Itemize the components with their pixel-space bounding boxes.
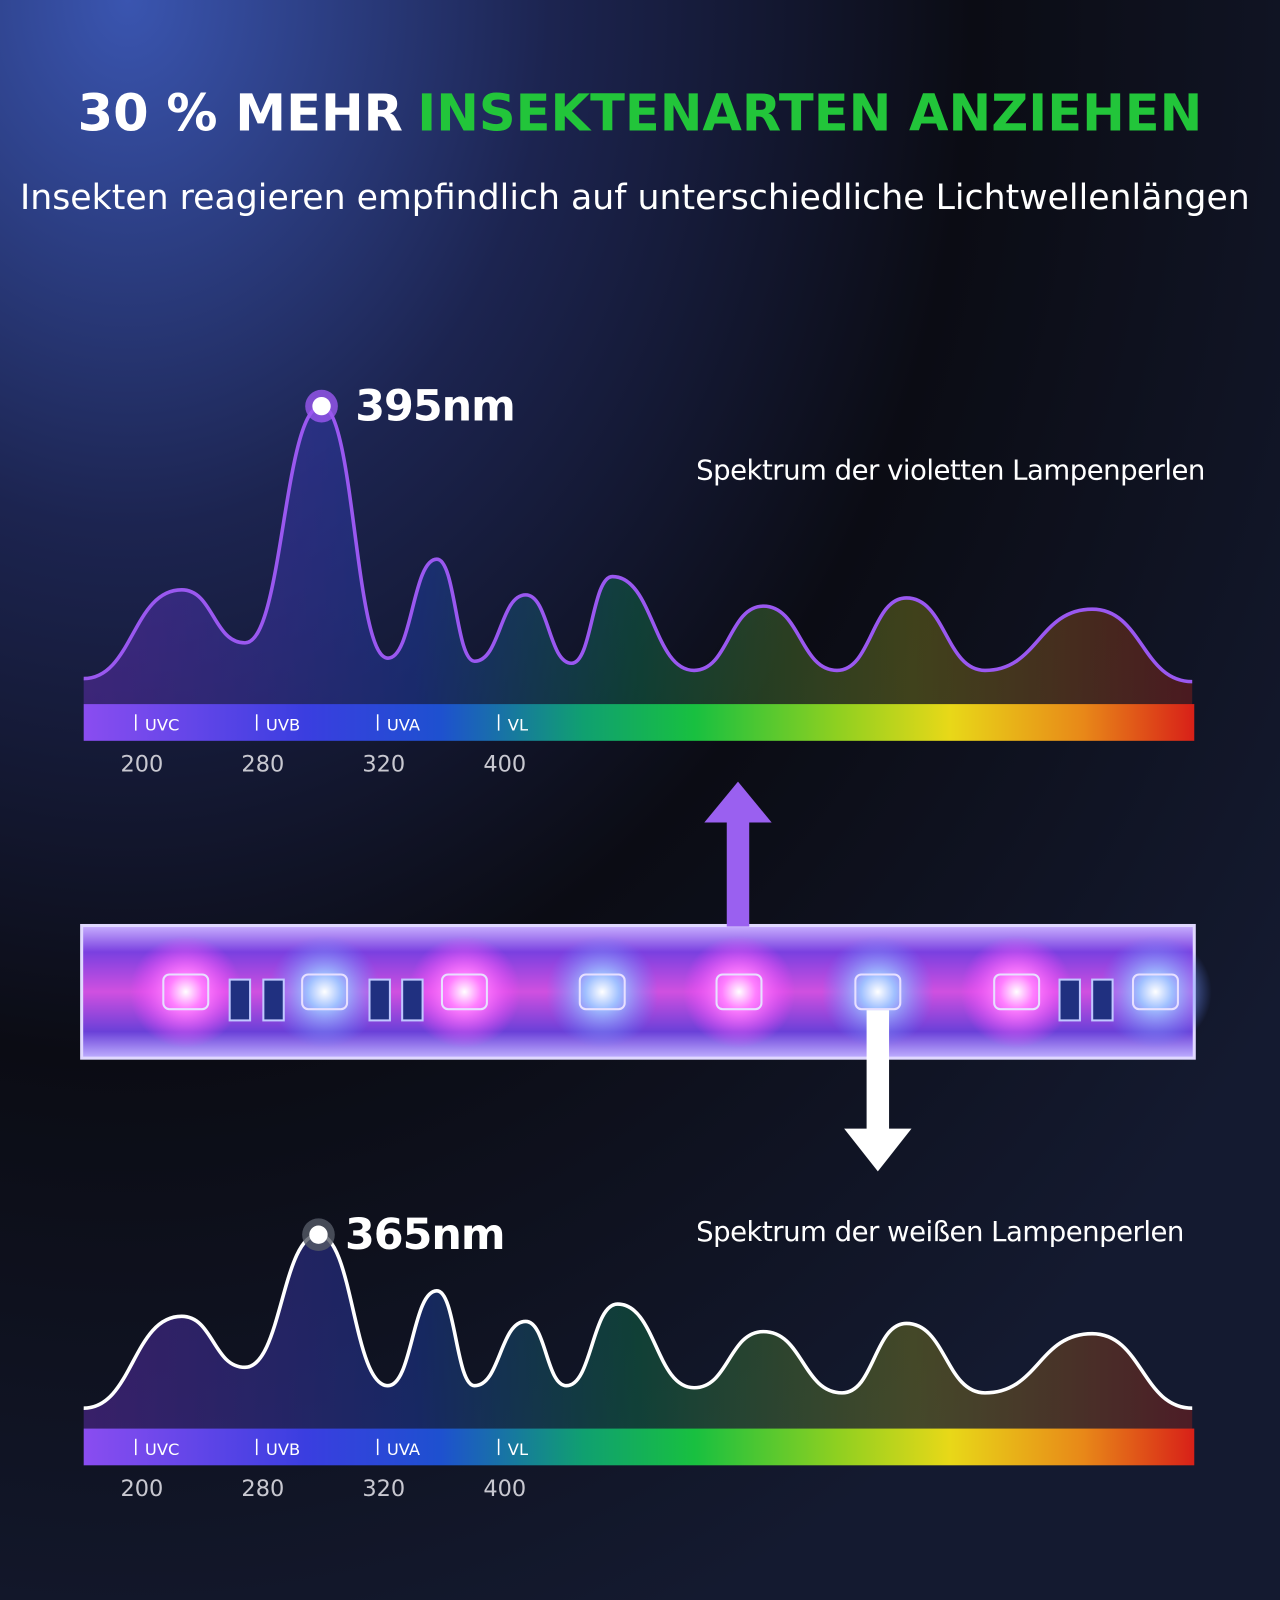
led: [301, 973, 349, 1011]
band-label: UVB: [266, 1440, 300, 1459]
wavelength-label: 400: [483, 751, 526, 777]
resistor: [1058, 978, 1081, 1022]
spectrum-area: [83, 1234, 1193, 1429]
band-label: VL: [508, 716, 528, 735]
led-glow: [408, 935, 521, 1048]
wavelength-label: 320: [362, 1476, 405, 1502]
resistor: [228, 978, 252, 1022]
led-glow: [960, 935, 1073, 1048]
led: [440, 973, 488, 1011]
spectrum-panel: 395nm Spektrum der violetten Lampenperlen…: [83, 381, 1205, 777]
spectrum-curve: [83, 1232, 1193, 1410]
led: [1131, 973, 1179, 1011]
led: [578, 973, 626, 1011]
spectrum-caption: Spektrum der violetten Lampenperlen: [696, 455, 1205, 487]
peak-dot: [309, 1225, 328, 1244]
peak-label: 395nm: [355, 381, 515, 431]
band-label: VL: [508, 1440, 528, 1459]
subtitle: Insekten reagieren empfindlich auf unter…: [20, 178, 1250, 218]
band-label: UVA: [387, 716, 421, 735]
title-green: INSEKTENARTEN ANZIEHEN: [417, 85, 1202, 144]
led: [715, 973, 763, 1011]
band-label: UVC: [145, 1440, 180, 1459]
arrow-up: [704, 781, 772, 927]
led-glow: [546, 935, 659, 1048]
led: [162, 973, 210, 1011]
resistor: [401, 978, 424, 1022]
band-label: UVA: [387, 1440, 421, 1459]
resistor: [1091, 978, 1114, 1022]
wavelength-label: 320: [362, 751, 405, 777]
spectrum-bar: [83, 1428, 1195, 1466]
peak-label: 365nm: [345, 1210, 505, 1260]
led-glow: [821, 935, 934, 1048]
wavelength-label: 200: [120, 751, 163, 777]
led: [854, 973, 902, 1011]
led-strip: [80, 923, 1212, 1060]
title: 30 % MEHR INSEKTENARTEN ANZIEHEN: [78, 85, 1203, 144]
wavelength-label: 280: [241, 751, 284, 777]
band-label: UVB: [266, 716, 300, 735]
led-glow: [268, 935, 381, 1048]
wavelength-label: 280: [241, 1476, 284, 1502]
led: [993, 973, 1041, 1011]
title-white: 30 % MEHR: [78, 85, 403, 144]
spectrum-bar: [83, 704, 1195, 741]
led-glow: [129, 935, 242, 1048]
spectrum-curve: [83, 404, 1193, 684]
arrow-down: [844, 1010, 912, 1172]
led-glow: [682, 935, 796, 1048]
peak-dot: [312, 396, 331, 416]
spectrum-caption: Spektrum der weißen Lampenperlen: [696, 1216, 1184, 1248]
spectrum-panel: 365nm Spektrum der weißen Lampenperlen UVC…: [83, 1210, 1195, 1502]
wavelength-label: 200: [120, 1476, 163, 1502]
resistor: [368, 978, 391, 1022]
band-label: UVC: [145, 716, 180, 735]
spectrum-area: [83, 406, 1193, 705]
wavelength-label: 400: [483, 1476, 526, 1502]
led-glow: [1099, 935, 1212, 1048]
resistor: [262, 978, 285, 1022]
